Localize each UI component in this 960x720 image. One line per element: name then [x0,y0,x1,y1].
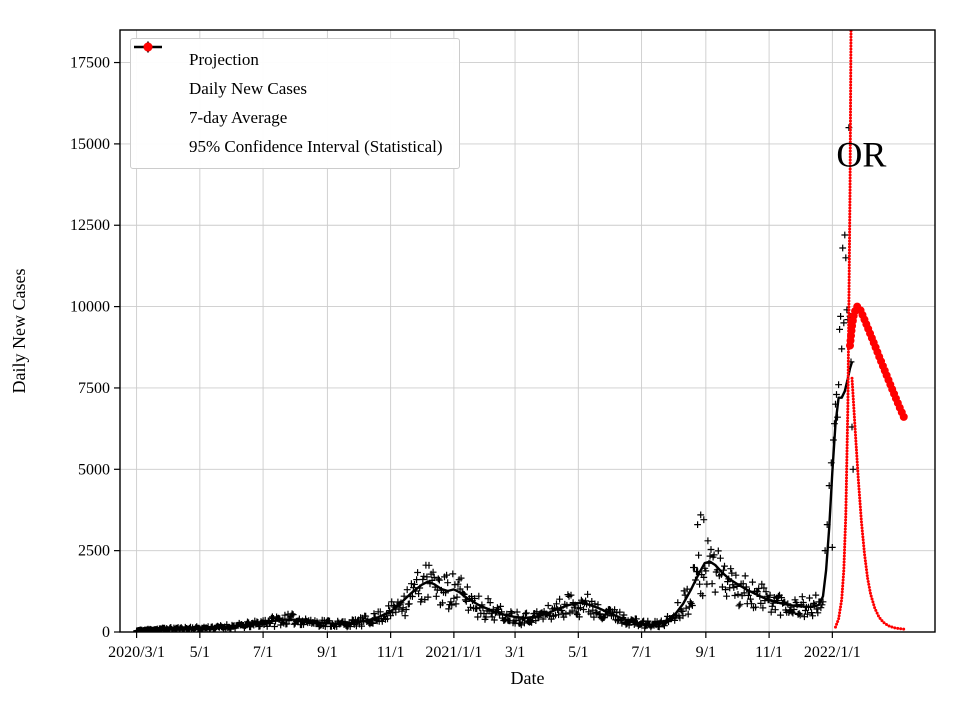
x-tick-label: 5/1 [190,644,210,661]
legend-item: 95% Confidence Interval (Statistical) [143,42,443,159]
y-tick-label: 5000 [78,461,110,478]
legend-item-label: Daily New Cases [189,79,308,98]
ci-lower-curve [850,376,906,631]
x-axis-label: Date [510,668,545,688]
plot-spine [119,29,936,633]
x-tick-label: 5/1 [568,644,588,661]
x-tick-label: 9/1 [317,644,337,661]
y-tick-label: 10000 [70,299,110,316]
ci-upper-curve [834,30,853,629]
x-tick-label: 9/1 [696,644,716,661]
x-tick-label: 2022/1/1 [804,644,861,661]
chart-legend: Projection Daily New Cases 7-day Average 95… [130,38,460,169]
x-tick-label: 7/1 [253,644,273,661]
daily-scatter-points [133,124,857,632]
x-tick-label: 11/1 [377,644,405,661]
x-tick-label: 7/1 [631,644,651,661]
legend-line-icon [134,45,177,126]
tick-labels: 0 2500 5000 7500 10000 12500 15000 17500 2020/3/… [70,55,861,661]
y-tick-label: 2500 [78,543,110,560]
x-tick-label: 3/1 [505,644,525,661]
legend-item: 7-day Average [134,45,443,130]
y-tick-label: 0 [102,624,110,641]
y-tick-label: 12500 [70,217,110,234]
tick-marks [114,61,833,638]
legend-item-label: 7-day Average [189,108,288,127]
y-tick-label: 15000 [70,136,110,153]
x-tick-label: 2021/1/1 [425,644,482,661]
legend-item-label: 95% Confidence Interval (Statistical) [189,137,443,156]
legend-item-label: Projection [189,50,259,69]
y-axis-label: Daily New Cases [9,268,29,394]
legend-dot-icon [143,42,177,155]
x-tick-label: 2020/3/1 [108,644,165,661]
projection-curve [846,299,908,422]
avg-line [136,361,854,632]
y-tick-label: 17500 [70,55,110,72]
y-tick-label: 7500 [78,380,110,397]
x-tick-label: 11/1 [755,644,783,661]
legend-item: Projection [143,42,443,72]
annotation-or: OR [836,135,886,175]
legend-plus-icon [142,41,177,97]
legend-item: Daily New Cases [142,41,443,101]
